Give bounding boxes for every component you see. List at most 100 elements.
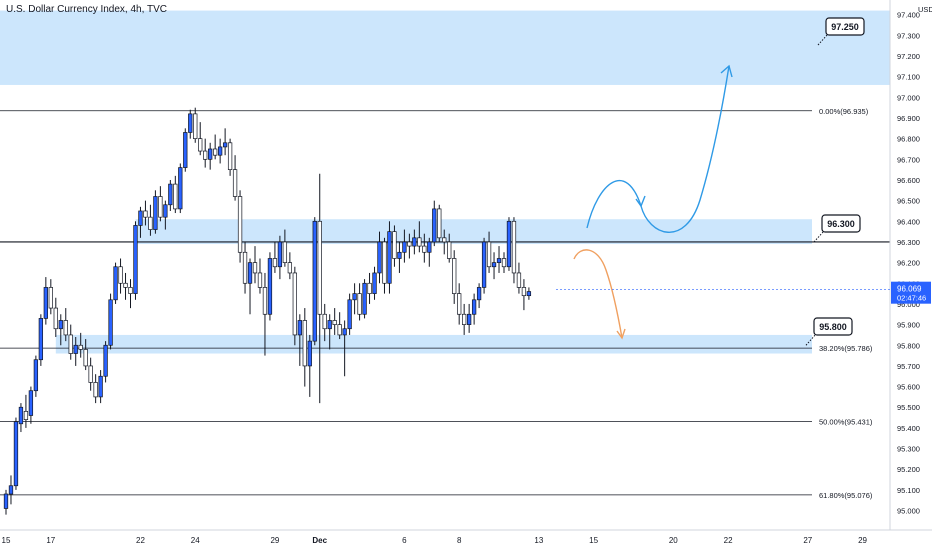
candle xyxy=(43,277,48,325)
candle xyxy=(392,225,397,267)
candle xyxy=(183,128,188,172)
candle-body xyxy=(417,237,422,247)
time-tick-label: 29 xyxy=(858,536,867,545)
price-tick-label: 96.200 xyxy=(897,259,920,268)
candle-body xyxy=(347,299,352,330)
callout-label: 95.800 xyxy=(819,322,847,332)
candle-body xyxy=(98,375,103,398)
candle xyxy=(98,370,103,404)
candle-body xyxy=(412,237,417,247)
candle-body xyxy=(217,146,223,156)
candle-body xyxy=(432,208,437,243)
candle xyxy=(93,374,98,404)
candle xyxy=(227,138,233,176)
candle-body xyxy=(367,282,372,294)
candle-body xyxy=(8,485,14,495)
candle-body xyxy=(148,216,153,230)
time-tick-label: 6 xyxy=(402,536,407,545)
candle xyxy=(496,246,502,273)
currency-label: USD xyxy=(918,5,932,14)
candle-body xyxy=(113,266,118,301)
candle xyxy=(232,155,238,201)
candle-body xyxy=(506,220,512,268)
candle-body xyxy=(48,287,53,309)
candle-body xyxy=(178,167,183,210)
candle xyxy=(63,308,68,342)
bullish-arrowhead xyxy=(635,64,733,208)
candle xyxy=(203,138,208,168)
candle xyxy=(506,217,512,271)
price-tick-label: 95.000 xyxy=(897,507,920,516)
candle xyxy=(292,266,297,346)
candle-body xyxy=(287,262,293,274)
candle xyxy=(457,283,462,325)
candle-body xyxy=(481,241,487,288)
candle xyxy=(402,229,407,263)
candle-body xyxy=(526,291,532,297)
time-tick-label: 17 xyxy=(46,536,55,545)
candle xyxy=(108,293,113,350)
candle-body xyxy=(198,138,203,152)
current-price-label: 96.069 xyxy=(897,285,922,294)
candle xyxy=(3,489,9,515)
candle-body xyxy=(402,241,407,253)
candle-body xyxy=(302,320,307,367)
candle xyxy=(128,279,133,309)
candle xyxy=(357,283,362,321)
candle-body xyxy=(237,196,243,253)
candle xyxy=(193,107,198,143)
candle-body xyxy=(471,299,477,315)
candle-body xyxy=(43,287,48,319)
candle-body xyxy=(392,231,397,259)
candle-body xyxy=(382,241,387,284)
time-axis[interactable]: 15 17 22 24 29 Dec 6 8 13 15 20 22 27 29 xyxy=(0,529,932,545)
callout-leader xyxy=(817,33,829,46)
candle xyxy=(526,287,532,300)
candle-body xyxy=(352,293,357,301)
price-axis[interactable]: 97.400 97.300 97.200 97.100 97.000 96.900 96.8… xyxy=(556,0,932,530)
candle-body xyxy=(496,258,502,263)
candle xyxy=(287,252,293,280)
candle xyxy=(138,206,143,238)
candle-body xyxy=(272,258,278,268)
candle xyxy=(307,334,312,397)
current-price-tag xyxy=(891,281,931,304)
price-tick-label: 97.200 xyxy=(897,52,920,61)
price-tick-label: 95.500 xyxy=(897,403,920,412)
candle-body xyxy=(143,210,148,218)
candle-body xyxy=(442,237,447,243)
candle xyxy=(68,324,73,360)
candle-body xyxy=(83,349,88,367)
candle-body xyxy=(123,282,128,288)
zones-layer xyxy=(0,10,890,354)
zone-96300 xyxy=(135,219,813,245)
chart-title: U.S. Dollar Currency Index, 4h, TVC xyxy=(6,4,167,15)
candle-body xyxy=(128,287,133,294)
candle xyxy=(377,231,382,284)
candle-body xyxy=(332,320,337,325)
candle-body xyxy=(342,328,347,336)
candle-body xyxy=(38,318,44,361)
time-tick-label: 24 xyxy=(191,536,200,545)
candle xyxy=(158,186,163,222)
candle-body xyxy=(462,313,467,325)
candle xyxy=(342,320,347,377)
candle xyxy=(163,200,168,230)
candle xyxy=(516,262,522,294)
price-tick-label: 96.600 xyxy=(897,176,920,185)
candle xyxy=(422,233,427,263)
candle-body xyxy=(422,245,427,253)
candle xyxy=(282,229,288,267)
candle-body xyxy=(387,231,392,284)
candle-body xyxy=(133,225,138,294)
candle-body xyxy=(362,282,367,315)
time-tick-label: 20 xyxy=(669,536,678,545)
candle xyxy=(8,475,14,505)
candle xyxy=(362,279,367,319)
candle xyxy=(367,272,372,304)
candle-body xyxy=(227,142,233,171)
candle xyxy=(277,235,283,280)
candle-body xyxy=(357,293,362,315)
candle xyxy=(332,308,337,335)
